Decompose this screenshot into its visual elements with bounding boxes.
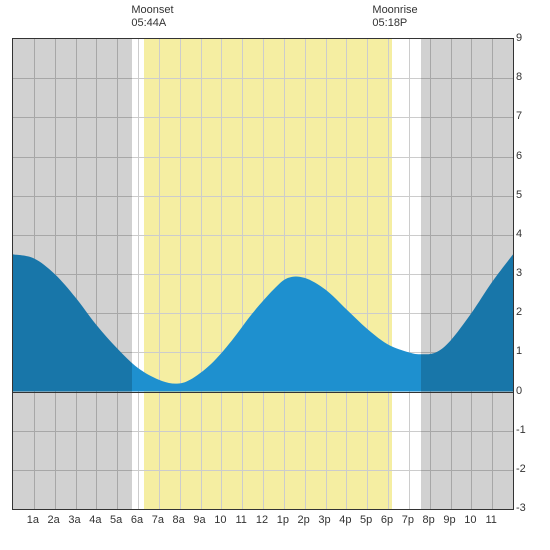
y-tick-label: 4	[516, 228, 536, 240]
x-tick-label: 7p	[402, 514, 414, 526]
moon-label-time: 05:18P	[372, 17, 417, 30]
y-tick-label: -2	[516, 463, 536, 475]
x-tick-label: 3p	[318, 514, 330, 526]
night-band	[421, 39, 513, 509]
moonset-label: Moonset05:44A	[131, 4, 173, 30]
x-tick-label: 3a	[68, 514, 80, 526]
y-tick-label: 0	[516, 385, 536, 397]
moon-label-time: 05:44A	[131, 17, 173, 30]
y-tick-label: 9	[516, 32, 536, 44]
night-band	[13, 39, 132, 509]
moon-labels-row: Moonset05:44A Moonrise05:18P	[0, 0, 550, 36]
y-tick-label: 3	[516, 267, 536, 279]
x-tick-label: 7a	[152, 514, 164, 526]
x-tick-label: 10	[214, 514, 226, 526]
x-tick-label: 12	[256, 514, 268, 526]
x-tick-label: 1a	[27, 514, 39, 526]
y-axis: -3-2-10123456789	[516, 38, 540, 508]
tide-chart: Moonset05:44AMoonrise05:18P -3-2-1012345…	[0, 0, 550, 550]
y-tick-label: 6	[516, 150, 536, 162]
moonrise-label: Moonrise05:18P	[372, 4, 417, 30]
y-tick-label: 2	[516, 306, 536, 318]
x-tick-label: 2p	[298, 514, 310, 526]
x-axis: 1a 2a 3a 4a 5a 6a 7a 8a 9a 10 11 12 1p 2p 3p 4p 5p 6p 7p 8p…	[12, 514, 512, 534]
y-tick-label: 7	[516, 110, 536, 122]
x-tick-label: 1p	[277, 514, 289, 526]
moon-label-title: Moonrise	[372, 4, 417, 17]
x-tick-label: 10	[464, 514, 476, 526]
y-tick-label: 1	[516, 345, 536, 357]
y-tick-label: -3	[516, 502, 536, 514]
x-tick-label: 5a	[110, 514, 122, 526]
x-tick-label: 6p	[381, 514, 393, 526]
x-tick-label: 2a	[48, 514, 60, 526]
moon-label-title: Moonset	[131, 4, 173, 17]
x-tick-label: 8p	[423, 514, 435, 526]
x-tick-label: 11	[235, 514, 246, 526]
y-tick-label: 8	[516, 71, 536, 83]
x-tick-label: 11	[485, 514, 496, 526]
x-tick-label: 4p	[339, 514, 351, 526]
x-tick-label: 9p	[443, 514, 455, 526]
x-tick-label: 6a	[131, 514, 143, 526]
x-tick-label: 5p	[360, 514, 372, 526]
x-tick-label: 4a	[89, 514, 101, 526]
y-tick-label: -1	[516, 424, 536, 436]
x-tick-label: 9a	[193, 514, 205, 526]
x-tick-label: 8a	[173, 514, 185, 526]
y-tick-label: 5	[516, 189, 536, 201]
zero-line	[13, 392, 513, 393]
plot-area	[12, 38, 514, 510]
